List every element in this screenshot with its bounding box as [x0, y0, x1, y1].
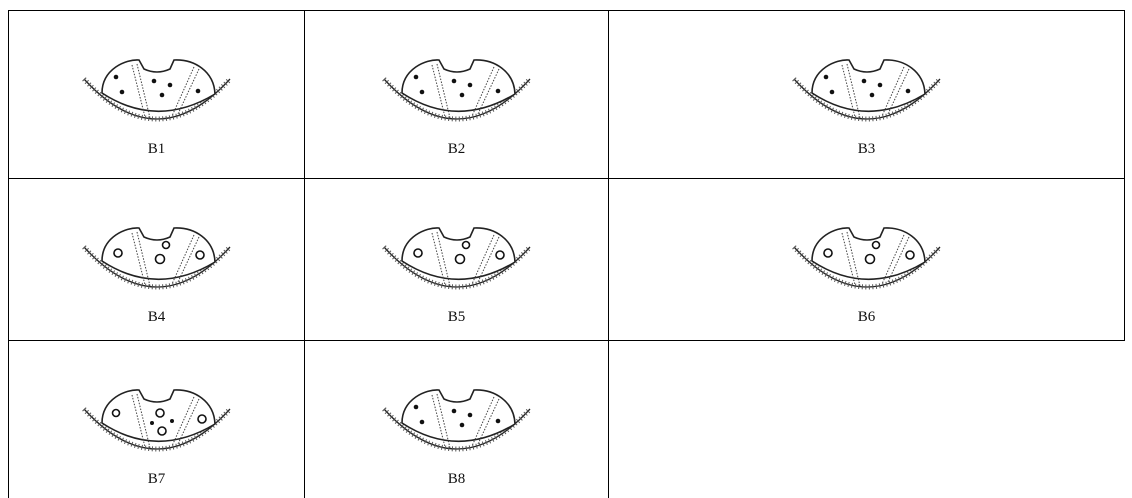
label: B1	[9, 141, 304, 158]
cell: B6	[609, 179, 1125, 341]
diagram	[82, 215, 232, 295]
label: B8	[305, 471, 608, 488]
cell: B8	[305, 341, 609, 498]
diagram	[382, 215, 532, 295]
label: B6	[609, 309, 1124, 326]
empty-cell	[609, 341, 1125, 498]
diagram	[82, 377, 232, 457]
figure-table: B1 B2 B3 B4 B5 B6 B7 B8	[8, 10, 1125, 498]
label: B4	[9, 309, 304, 326]
cell: B5	[305, 179, 609, 341]
cell: B1	[9, 11, 305, 179]
label: B5	[305, 309, 608, 326]
cell: B2	[305, 11, 609, 179]
diagram	[382, 47, 532, 127]
cell: B7	[9, 341, 305, 498]
cell: B3	[609, 11, 1125, 179]
label: B2	[305, 141, 608, 158]
diagram	[382, 377, 532, 457]
diagram	[792, 215, 942, 295]
diagram	[82, 47, 232, 127]
label: B3	[609, 141, 1124, 158]
cell: B4	[9, 179, 305, 341]
label: B7	[9, 471, 304, 488]
diagram	[792, 47, 942, 127]
